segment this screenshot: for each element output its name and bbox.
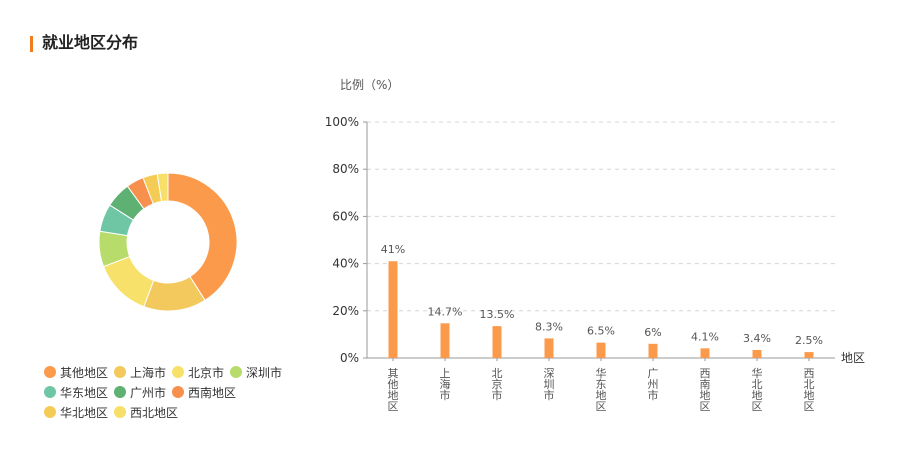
y-tick-label: 100% <box>325 115 359 129</box>
legend-item[interactable]: 上海市 <box>114 364 166 381</box>
bar <box>648 343 658 358</box>
x-tick-label: 西南地区 <box>700 367 711 413</box>
bar <box>596 342 606 358</box>
bar-data-label: 14.7% <box>428 305 463 318</box>
legend-label: 西北地区 <box>130 405 179 420</box>
bar <box>804 352 814 358</box>
y-axis-title: 比例（%） <box>340 78 399 92</box>
legend-item[interactable]: 深圳市 <box>230 364 282 381</box>
bar-data-label: 13.5% <box>480 308 515 321</box>
x-tick-label: 上海市 <box>440 367 451 402</box>
bar-data-label: 8.3% <box>535 320 563 333</box>
donut-slice <box>167 172 238 301</box>
legend-item[interactable]: 西北地区 <box>114 404 178 421</box>
legend-label: 上海市 <box>130 365 167 380</box>
bar <box>752 349 762 358</box>
legend-label: 深圳市 <box>246 365 283 380</box>
legend-item[interactable]: 广州市 <box>114 384 166 401</box>
legend-swatch <box>44 406 56 418</box>
title-accent-bar <box>30 36 33 52</box>
bar-chart: 比例（%） 0% 20% 40% 60% 80% 100% 地区 41% 其他地区 14.7% 上海市… <box>325 78 865 413</box>
legend-label: 华东地区 <box>60 385 109 400</box>
x-tick-label: 北京市 <box>492 367 503 402</box>
bar <box>700 348 710 358</box>
legend-swatch <box>172 386 185 398</box>
bar-data-label: 2.5% <box>795 334 823 347</box>
legend-swatch <box>114 366 127 378</box>
bar <box>492 326 502 358</box>
legend-swatch <box>230 366 243 378</box>
legend-swatch <box>44 386 56 398</box>
legend-row: 其他地区 上海市 北京市 深圳市 <box>44 362 314 382</box>
donut-slice <box>156 172 169 203</box>
legend-item[interactable]: 华北地区 <box>44 404 108 421</box>
y-tick-label: 80% <box>332 162 359 176</box>
legend-item[interactable]: 华东地区 <box>44 384 108 401</box>
legend-label: 西南地区 <box>188 385 237 400</box>
x-tick-label: 深圳市 <box>544 367 555 402</box>
legend-swatch <box>172 366 185 378</box>
legend-item[interactable]: 北京市 <box>172 364 224 381</box>
bar <box>544 338 554 358</box>
x-tick-label: 华东地区 <box>596 366 607 413</box>
y-tick-label: 0% <box>340 351 359 365</box>
bar <box>440 323 450 358</box>
legend-label: 北京市 <box>188 365 225 380</box>
page-title: 就业地区分布 <box>42 33 139 52</box>
x-tick-label: 华北地区 <box>752 366 763 413</box>
legend-label: 广州市 <box>130 385 167 400</box>
x-tick-label: 广州市 <box>648 367 659 402</box>
y-tick-label: 40% <box>332 257 359 271</box>
bar-data-label: 4.1% <box>691 330 719 343</box>
legend-item[interactable]: 其他地区 <box>44 364 108 381</box>
legend-swatch <box>114 386 127 398</box>
bar-data-label: 3.4% <box>743 332 771 345</box>
legend-row: 华东地区 广州市 西南地区 <box>44 382 314 402</box>
bar-data-label: 6.5% <box>587 325 615 338</box>
y-tick-label: 20% <box>332 304 359 318</box>
bar <box>388 261 398 358</box>
x-tick-label: 其他地区 <box>388 367 399 413</box>
bar-data-label: 41% <box>381 243 405 256</box>
legend-row: 华北地区 西北地区 <box>44 402 314 422</box>
donut-chart <box>98 172 238 312</box>
legend-swatch <box>114 406 127 418</box>
x-axis-title: 地区 <box>841 351 865 365</box>
bar-data-label: 6% <box>644 326 661 339</box>
x-tick-label: 西北地区 <box>804 367 815 413</box>
legend-item[interactable]: 西南地区 <box>172 384 236 401</box>
legend-label: 华北地区 <box>60 405 109 420</box>
y-tick-label: 60% <box>332 209 359 223</box>
legend-label: 其他地区 <box>60 365 109 380</box>
legend-swatch <box>44 366 56 378</box>
donut-legend: 其他地区 上海市 北京市 深圳市华东地区 广州市 西南地区华北地区 西北地区 <box>44 362 314 422</box>
